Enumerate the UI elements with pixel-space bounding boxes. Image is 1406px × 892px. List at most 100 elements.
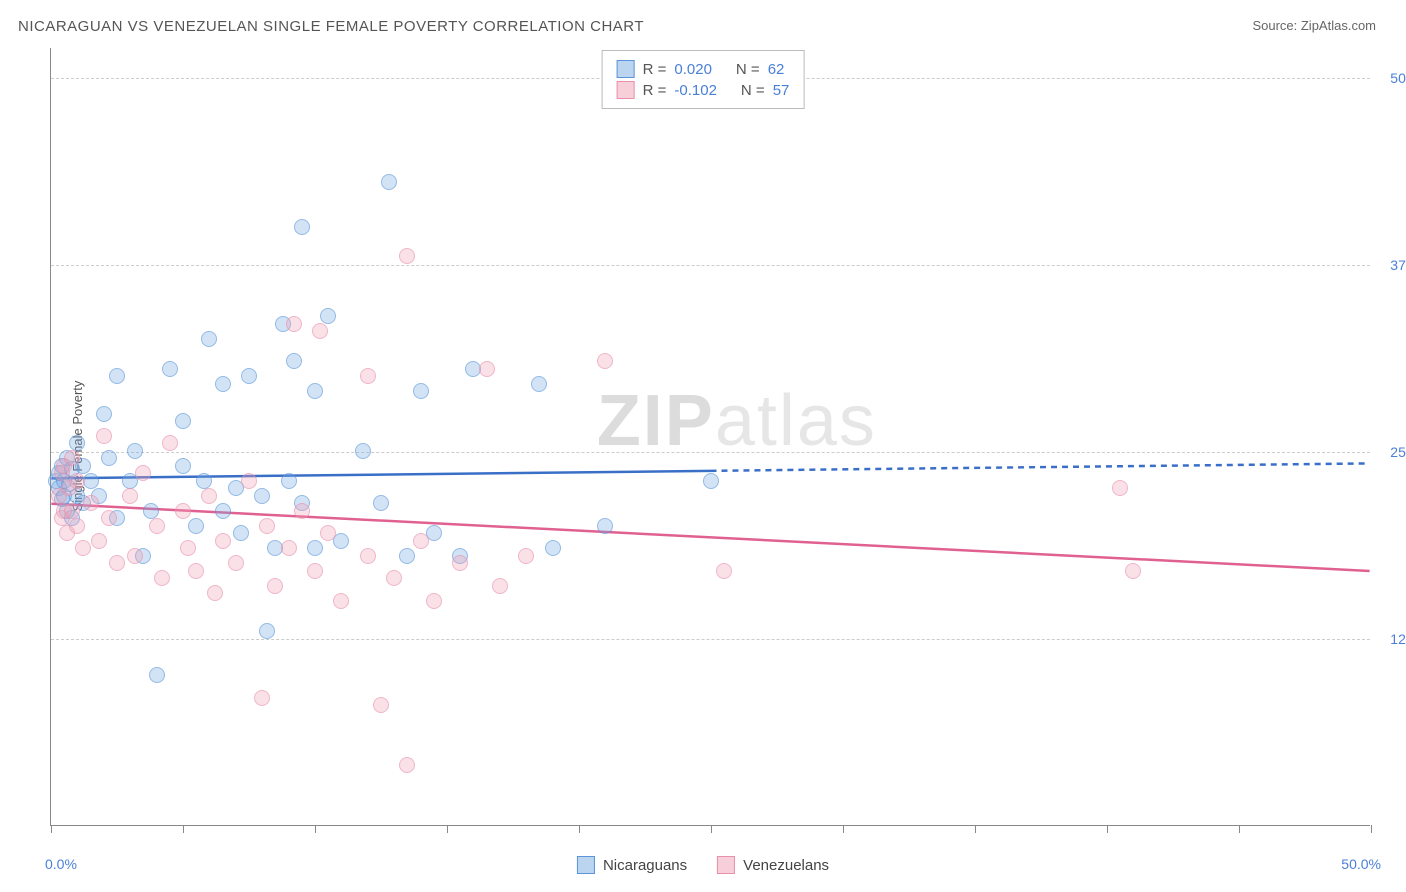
scatter-point	[286, 353, 302, 369]
scatter-point	[69, 518, 85, 534]
chart-title: NICARAGUAN VS VENEZUELAN SINGLE FEMALE P…	[18, 18, 644, 35]
scatter-point	[281, 473, 297, 489]
series-legend: Nicaraguans Venezuelans	[577, 856, 829, 874]
scatter-point	[307, 540, 323, 556]
scatter-point	[479, 361, 495, 377]
scatter-point	[154, 570, 170, 586]
scatter-point	[127, 443, 143, 459]
scatter-point	[96, 428, 112, 444]
scatter-point	[545, 540, 561, 556]
gridline	[51, 265, 1370, 266]
x-tick	[447, 825, 448, 833]
y-tick-label: 50.0%	[1375, 70, 1406, 86]
scatter-point	[254, 690, 270, 706]
scatter-point	[307, 383, 323, 399]
scatter-point	[399, 548, 415, 564]
scatter-point	[597, 518, 613, 534]
r-label: R =	[643, 61, 667, 78]
chart-container: NICARAGUAN VS VENEZUELAN SINGLE FEMALE P…	[0, 0, 1406, 892]
scatter-point	[399, 248, 415, 264]
scatter-point	[1125, 563, 1141, 579]
watermark-rest: atlas	[715, 381, 877, 461]
swatch-blue-icon	[577, 856, 595, 874]
scatter-point	[360, 548, 376, 564]
correlation-legend: R = 0.020 N = 62 R = -0.102 N = 57	[602, 50, 805, 109]
x-tick	[975, 825, 976, 833]
scatter-point	[333, 593, 349, 609]
scatter-point	[143, 503, 159, 519]
r-value: 0.020	[674, 61, 712, 78]
scatter-point	[373, 697, 389, 713]
scatter-point	[386, 570, 402, 586]
scatter-point	[162, 361, 178, 377]
scatter-point	[320, 525, 336, 541]
legend-row-nicaraguans: R = 0.020 N = 62	[617, 60, 790, 78]
scatter-point	[254, 488, 270, 504]
scatter-point	[518, 548, 534, 564]
scatter-point	[188, 563, 204, 579]
x-axis-max-label: 50.0%	[1341, 856, 1381, 872]
scatter-point	[188, 518, 204, 534]
legend-item-venezuelans: Venezuelans	[717, 856, 829, 874]
n-label: N =	[741, 82, 765, 99]
x-tick	[1371, 825, 1372, 833]
x-tick	[183, 825, 184, 833]
legend-item-nicaraguans: Nicaraguans	[577, 856, 687, 874]
legend-row-venezuelans: R = -0.102 N = 57	[617, 81, 790, 99]
scatter-point	[91, 533, 107, 549]
watermark-bold: ZIP	[597, 381, 715, 461]
scatter-point	[426, 593, 442, 609]
scatter-point	[259, 623, 275, 639]
scatter-point	[201, 331, 217, 347]
scatter-point	[360, 368, 376, 384]
scatter-point	[413, 383, 429, 399]
n-value: 62	[768, 61, 785, 78]
scatter-point	[241, 368, 257, 384]
x-tick	[51, 825, 52, 833]
y-tick-label: 37.5%	[1375, 257, 1406, 273]
swatch-blue-icon	[617, 60, 635, 78]
scatter-point	[122, 488, 138, 504]
y-tick-label: 12.5%	[1375, 631, 1406, 647]
x-axis-min-label: 0.0%	[45, 856, 77, 872]
legend-label: Nicaraguans	[603, 857, 687, 874]
scatter-point	[75, 540, 91, 556]
y-tick-label: 25.0%	[1375, 444, 1406, 460]
swatch-pink-icon	[717, 856, 735, 874]
n-label: N =	[736, 61, 760, 78]
x-tick	[579, 825, 580, 833]
scatter-point	[201, 488, 217, 504]
scatter-point	[69, 435, 85, 451]
scatter-point	[597, 353, 613, 369]
scatter-point	[381, 174, 397, 190]
scatter-point	[69, 473, 85, 489]
legend-label: Venezuelans	[743, 857, 829, 874]
gridline	[51, 639, 1370, 640]
scatter-point	[413, 533, 429, 549]
scatter-point	[399, 757, 415, 773]
scatter-point	[531, 376, 547, 392]
scatter-point	[83, 495, 99, 511]
x-tick	[843, 825, 844, 833]
scatter-point	[175, 503, 191, 519]
scatter-point	[175, 413, 191, 429]
scatter-point	[259, 518, 275, 534]
gridline	[51, 452, 1370, 453]
scatter-point	[233, 525, 249, 541]
scatter-point	[286, 316, 302, 332]
plot-area: ZIPatlas 12.5%25.0%37.5%50.0%	[50, 48, 1370, 826]
scatter-point	[149, 667, 165, 683]
scatter-point	[135, 465, 151, 481]
scatter-point	[703, 473, 719, 489]
x-tick	[315, 825, 316, 833]
scatter-point	[215, 503, 231, 519]
scatter-point	[175, 458, 191, 474]
scatter-point	[355, 443, 371, 459]
scatter-point	[452, 555, 468, 571]
scatter-point	[101, 450, 117, 466]
scatter-point	[716, 563, 732, 579]
scatter-point	[109, 368, 125, 384]
scatter-point	[320, 308, 336, 324]
scatter-point	[307, 563, 323, 579]
scatter-point	[215, 376, 231, 392]
